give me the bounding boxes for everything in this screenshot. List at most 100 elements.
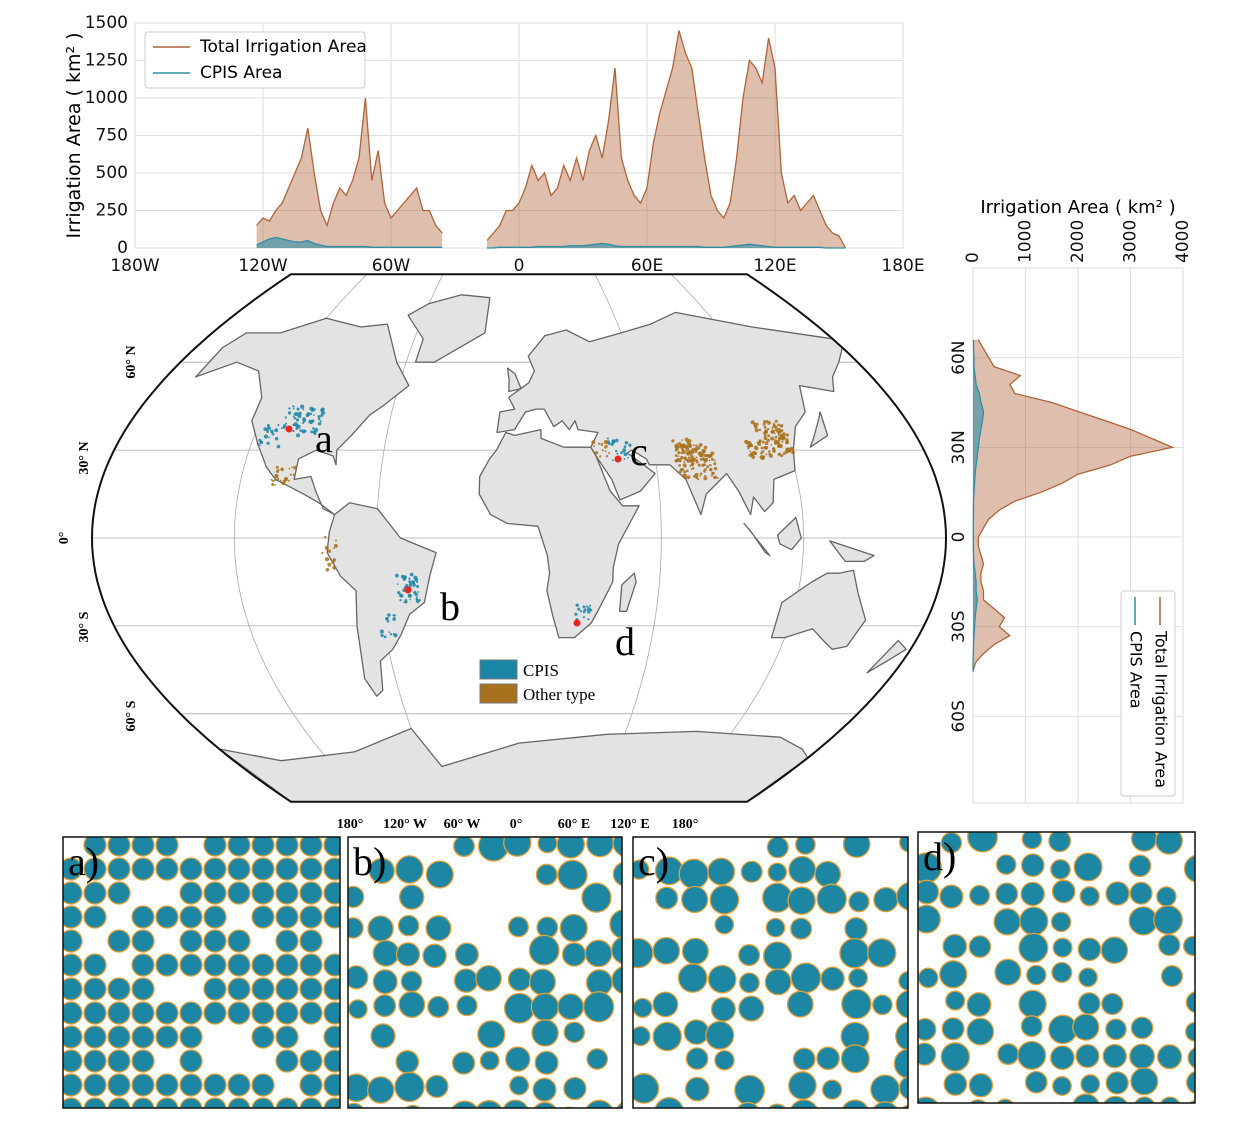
irrigation-pixel [276,477,280,481]
irrigation-pixel [710,457,714,461]
irrigation-pixel [791,450,795,455]
y-tick-label: 60S [949,700,969,732]
cpis-field [373,994,397,1018]
cpis-field [677,963,708,993]
panel-label: b) [353,839,386,884]
irrigation-pixel [399,599,402,602]
cpis-field [63,1073,83,1097]
cpis-field [762,941,793,971]
irrigation-pixel [708,459,711,462]
cpis-field [1075,1043,1100,1069]
cpis-field [814,860,842,888]
landmass [776,516,802,551]
irrigation-pixel [765,453,768,456]
cpis-field [372,969,398,995]
site-label: c [630,429,648,474]
irrigation-pixel [283,424,287,428]
cpis-field [251,837,275,857]
cpis-field [299,857,323,881]
cpis-field [740,860,763,883]
cpis-field [348,1102,364,1108]
irrigation-pixel [604,450,607,453]
irrigation-pixel [777,452,781,456]
cpis-field [131,857,155,881]
irrigation-pixel [333,547,335,550]
cpis-field [227,1073,251,1097]
irrigation-pixel [671,439,675,443]
irrigation-pixel [404,600,408,604]
irrigation-pixel [690,457,694,461]
irrigation-pixel [703,445,708,450]
y-tick-label: 750 [96,126,128,146]
irrigation-pixel [681,449,686,455]
cpis-field [479,1050,500,1071]
irrigation-pixel [777,436,781,440]
irrigation-pixel [710,454,713,457]
cpis-field [1130,1067,1159,1096]
irrigation-pixel [575,603,579,607]
irrigation-pixel [292,405,295,408]
x-tick-label: 2000 [1068,220,1088,263]
cpis-field [203,929,227,953]
irrigation-pixel [704,457,709,462]
cpis-field [1020,853,1045,878]
irrigation-pixel [709,468,713,472]
irrigation-pixel [312,427,315,430]
cpis-field [323,857,340,881]
cpis-field [425,915,452,942]
irrigation-pixel [317,417,321,421]
irrigation-pixel [291,466,293,469]
cpis-field [227,857,251,881]
irrigation-pixel [687,477,690,480]
cpis-field [203,905,227,929]
lon-label: 60° E [558,817,590,832]
irrigation-pixel [760,451,763,455]
cpis-field [873,886,899,913]
cpis-field [299,1049,323,1073]
irrigation-pixel [274,484,276,486]
irrigation-pixel [607,451,611,455]
cpis-field [203,857,227,881]
cpis-field [179,857,203,881]
cpis-field [633,859,650,880]
cpis-field [1051,961,1073,983]
cpis-field [1160,965,1184,988]
irrigation-pixel [393,616,396,619]
irrigation-pixel [285,422,288,425]
irrigation-pixel [776,441,779,444]
cpis-field [790,917,813,940]
cpis-field [734,1074,766,1106]
irrigation-pixel [263,427,268,431]
irrigation-pixel [751,454,756,459]
cpis-field [107,977,131,1001]
cpis-field [63,929,83,953]
irrigation-pixel [680,452,683,454]
cpis-field [63,977,83,1001]
irrigation-pixel [713,466,718,471]
cpis-field [323,881,340,905]
cpis-field [1079,886,1100,907]
irrigation-pixel [688,444,693,449]
irrigation-pixel [683,460,686,463]
y-tick-label: 0 [117,238,128,258]
cpis-panel [918,832,1195,1103]
cpis-field [1153,905,1183,935]
cpis-field [368,857,395,884]
cpis-field [422,943,447,969]
y-axis-label: Irrigation Area ( km² ) [63,32,85,238]
irrigation-pixel [682,473,686,478]
irrigation-pixel [322,411,326,415]
cpis-field [1018,932,1049,963]
irrigation-pixel [270,478,273,481]
cpis-field [179,1049,203,1073]
irrigation-pixel [676,458,679,461]
cpis-field [179,1001,203,1025]
x-axis-label: Irrigation Area ( km² ) [980,197,1175,218]
cpis-field [179,1097,203,1108]
cpis-field [563,1076,587,1101]
cpis-field [918,1042,937,1066]
cpis-field [1130,1016,1154,1040]
cpis-field [841,988,872,1020]
irrigation-pixel [280,467,284,472]
